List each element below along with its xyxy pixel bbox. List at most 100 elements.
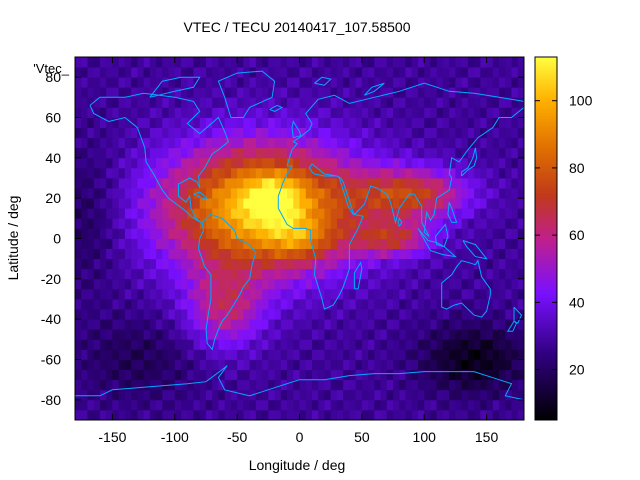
heatmap-cell: [112, 258, 120, 270]
heatmap-cell: [380, 137, 388, 149]
heatmap-cell: [330, 268, 338, 280]
heatmap-cell: [280, 339, 288, 350]
heatmap-cell: [193, 369, 201, 381]
heatmap-cell: [237, 178, 244, 189]
heatmap-cell: [368, 329, 375, 340]
heatmap-cell: [81, 137, 88, 149]
heatmap-cell: [480, 127, 487, 139]
heatmap-cell: [75, 228, 82, 239]
heatmap-cell: [386, 97, 394, 108]
heatmap-cell: [99, 178, 107, 189]
heatmap-cell: [106, 198, 113, 209]
heatmap-cell: [305, 299, 313, 310]
heatmap-cell: [368, 379, 375, 391]
heatmap-cell: [187, 268, 194, 280]
heatmap-cell: [505, 309, 512, 320]
heatmap-cell: [474, 339, 481, 350]
heatmap-cell: [386, 248, 394, 260]
heatmap-cell: [255, 288, 263, 300]
heatmap-cell: [137, 409, 144, 420]
heatmap-cell: [318, 339, 325, 350]
heatmap-cell: [149, 268, 157, 280]
heatmap-cell: [181, 107, 188, 118]
heatmap-cell: [511, 147, 519, 159]
heatmap-cell: [131, 198, 138, 209]
heatmap-cell: [174, 309, 182, 320]
heatmap-cell: [442, 198, 450, 209]
heatmap-cell: [149, 379, 157, 391]
heatmap-cell: [118, 369, 126, 381]
heatmap-cell: [156, 329, 163, 340]
heatmap-cell: [193, 218, 201, 229]
heatmap-cell: [393, 379, 400, 391]
heatmap-cell: [118, 228, 126, 239]
heatmap-cell: [81, 127, 88, 139]
heatmap-cell: [442, 238, 450, 249]
heatmap-cell: [467, 188, 475, 199]
heatmap-cell: [411, 379, 419, 391]
heatmap-cell: [361, 218, 369, 229]
heatmap-cell: [299, 77, 307, 88]
heatmap-cell: [87, 157, 95, 169]
heatmap-cell: [274, 107, 282, 118]
heatmap-cell: [399, 278, 406, 290]
heatmap-cell: [212, 87, 219, 98]
heatmap-cell: [399, 389, 406, 401]
heatmap-cell: [430, 157, 438, 169]
heatmap-cell: [499, 248, 506, 260]
heatmap-cell: [336, 107, 344, 118]
heatmap-cell: [511, 278, 519, 290]
heatmap-cell: [492, 188, 500, 199]
heatmap-cell: [255, 339, 263, 350]
heatmap-cell: [393, 349, 400, 360]
heatmap-cell: [118, 389, 126, 401]
heatmap-cell: [499, 117, 506, 128]
heatmap-cell: [174, 288, 182, 300]
heatmap-cell: [449, 107, 456, 118]
heatmap-cell: [374, 228, 381, 239]
heatmap-cell: [143, 288, 151, 300]
coastline-cuba: [193, 191, 209, 199]
heatmap-cell: [193, 399, 201, 411]
heatmap-cell: [455, 218, 463, 229]
heatmap-cell: [517, 349, 524, 360]
heatmap-cell: [262, 379, 269, 391]
heatmap-cell: [374, 157, 381, 169]
heatmap-cell: [168, 228, 176, 239]
heatmap-cell: [262, 77, 269, 88]
heatmap-cell: [499, 349, 506, 360]
heatmap-cell: [411, 208, 419, 219]
heatmap-cell: [480, 329, 487, 340]
heatmap-cell: [417, 238, 425, 249]
heatmap-cell: [436, 97, 444, 108]
heatmap-cell: [224, 409, 232, 420]
heatmap-cell: [87, 319, 95, 330]
heatmap-cell: [99, 107, 107, 118]
heatmap-cell: [124, 228, 132, 239]
heatmap-cell: [399, 208, 406, 219]
heatmap-cell: [474, 309, 481, 320]
heatmap-cell: [430, 147, 438, 159]
heatmap-cell: [505, 228, 512, 239]
heatmap-cell: [430, 369, 438, 381]
heatmap-cell: [499, 208, 506, 219]
heatmap-cell: [393, 389, 400, 401]
heatmap-cell: [355, 218, 363, 229]
heatmap-cell: [99, 329, 107, 340]
heatmap-cell: [330, 248, 338, 260]
heatmap-cell: [249, 198, 257, 209]
heatmap-cell: [193, 57, 201, 68]
heatmap-cell: [249, 97, 257, 108]
heatmap-cell: [455, 208, 463, 219]
x-tick-label: -50: [227, 429, 247, 445]
heatmap-cell: [311, 188, 319, 199]
heatmap-cell: [411, 258, 419, 270]
heatmap-cell: [511, 77, 519, 88]
heatmap-cell: [411, 167, 419, 179]
heatmap-cell: [499, 127, 506, 139]
heatmap-cell: [467, 258, 475, 270]
heatmap-cell: [336, 329, 344, 340]
heatmap-cell: [324, 399, 332, 411]
heatmap-cell: [181, 97, 188, 108]
heatmap-cell: [436, 157, 444, 169]
